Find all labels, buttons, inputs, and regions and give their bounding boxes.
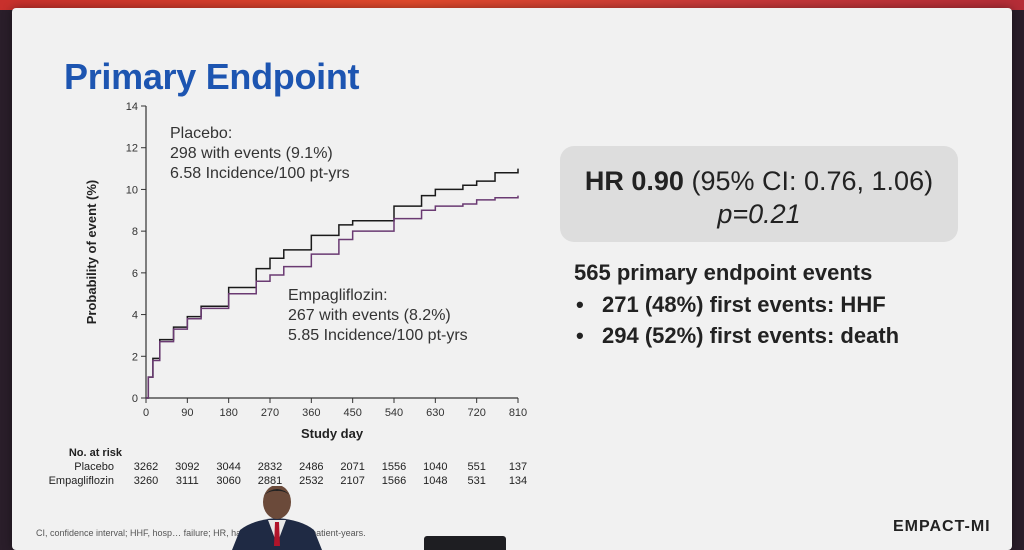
trial-brand: EMPACT-MI — [893, 518, 991, 535]
at-risk-value: 2107 — [340, 475, 364, 487]
hr-line: HR 0.90 (95% CI: 0.76, 1.06) — [560, 166, 958, 197]
at-risk-value: 137 — [509, 461, 527, 473]
at-risk-value: 3092 — [175, 461, 199, 473]
y-tick-label: 14 — [126, 101, 138, 113]
at-risk-value: 3262 — [134, 461, 158, 473]
hr-ci: (95% CI: 0.76, 1.06) — [683, 166, 934, 196]
at-risk-row-label: Empagliflozin — [49, 475, 114, 487]
at-risk-value: 3260 — [134, 475, 158, 487]
at-risk-row-label: Placebo — [74, 461, 114, 473]
events-bullet-death: • 294 (52%) first events: death — [576, 323, 900, 348]
bullet-text: 294 (52%) first events: death — [602, 323, 900, 348]
events-summary: 565 primary endpoint events • 271 (48%) f… — [574, 260, 899, 354]
y-axis-label: Probability of event (%) — [84, 180, 99, 324]
at-risk-header: No. at risk — [69, 447, 123, 459]
events-bullet-hhf: • 271 (48%) first events: HHF — [576, 292, 886, 317]
at-risk-value: 2832 — [258, 461, 282, 473]
hr-value: HR 0.90 — [584, 166, 684, 196]
events-heading: 565 primary endpoint events — [574, 260, 873, 285]
bullet-text: 271 (48%) first events: HHF — [602, 292, 886, 317]
series-line-empagliflozin — [146, 195, 519, 399]
series-annotation: Placebo: — [170, 125, 232, 142]
series-annotation: Empagliflozin: — [288, 287, 388, 304]
at-risk-value: 3111 — [176, 475, 199, 487]
x-tick-label: 270 — [261, 407, 279, 419]
at-risk-value: 3044 — [216, 461, 240, 473]
y-tick-label: 12 — [126, 143, 138, 155]
p-value: p=0.21 — [560, 199, 958, 230]
at-risk-value: 551 — [467, 461, 485, 473]
y-tick-label: 2 — [132, 351, 138, 363]
at-risk-value: 2881 — [258, 475, 282, 487]
at-risk-value: 2486 — [299, 461, 323, 473]
x-tick-label: 0 — [143, 407, 149, 419]
y-tick-label: 0 — [132, 393, 138, 405]
presentation-slide: Primary Endpoint HR 0.90 (95% CI: 0.76, … — [12, 8, 1012, 550]
x-tick-label: 810 — [509, 407, 527, 419]
x-tick-label: 180 — [219, 407, 237, 419]
y-tick-label: 10 — [126, 184, 138, 196]
hazard-ratio-box: HR 0.90 (95% CI: 0.76, 1.06) p=0.21 — [560, 146, 958, 242]
x-tick-label: 720 — [467, 407, 485, 419]
at-risk-value: 1556 — [382, 461, 406, 473]
at-risk-value: 134 — [509, 475, 527, 487]
p-value-text: p=0.21 — [717, 199, 801, 229]
series-annotation: 267 with events (8.2%) — [288, 307, 451, 324]
x-tick-label: 450 — [343, 407, 361, 419]
x-tick-label: 630 — [426, 407, 444, 419]
y-tick-label: 8 — [132, 226, 138, 238]
at-risk-value: 1566 — [382, 475, 406, 487]
y-tick-label: 4 — [132, 310, 138, 322]
at-risk-value: 2532 — [299, 475, 323, 487]
kaplan-meier-chart: 0 90 180 270 360 450 540 630 720 81002468101214St… — [49, 101, 528, 487]
series-line-placebo — [146, 168, 519, 399]
at-risk-value: 531 — [467, 475, 485, 487]
top-banner — [0, 0, 1024, 10]
slide-title: Primary Endpoint — [64, 56, 360, 97]
x-tick-label: 540 — [385, 407, 403, 419]
at-risk-value: 2071 — [340, 461, 364, 473]
footnote: CI, confidence interval; HHF, hosp… fail… — [36, 528, 366, 538]
x-axis-label: Study day — [301, 426, 364, 441]
at-risk-value: 3060 — [216, 475, 240, 487]
series-annotation: 6.58 Incidence/100 pt-yrs — [170, 165, 350, 182]
at-risk-value: 1048 — [423, 475, 447, 487]
at-risk-value: 1040 — [423, 461, 447, 473]
speaker-figure — [232, 486, 322, 550]
series-annotation: 5.85 Incidence/100 pt-yrs — [288, 327, 468, 344]
laptop — [424, 536, 506, 550]
x-tick-label: 360 — [302, 407, 320, 419]
series-annotation: 298 with events (9.1%) — [170, 145, 333, 162]
x-tick-label: 90 — [181, 407, 193, 419]
y-tick-label: 6 — [132, 268, 138, 280]
